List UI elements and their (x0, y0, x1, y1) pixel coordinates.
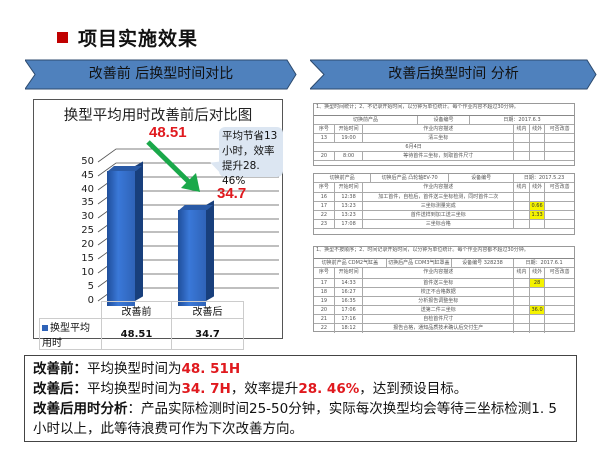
summary-line-before: 改善前：平均换型时间为48. 51H (33, 361, 241, 377)
y-tick: 50 (81, 156, 94, 167)
summary-box: 改善前：平均换型时间为48. 51H 改善后：平均换型时间为34. 7H，效率提… (24, 355, 577, 442)
annotation-callout: 平均节省13 小时，效率 提升28. 46% (219, 127, 283, 187)
changeover-record-table-3: 1、换型不按顺序；2、时间记录开始时间，以分钟为单位统计。每个作业内容都不超过3… (313, 246, 575, 333)
banner-right-label: 改善后换型时间 分析 (388, 66, 519, 82)
chart-title: 换型平均用时改善前后对比图 (63, 108, 253, 124)
legend-label: 换型平均用时 (42, 323, 90, 349)
changeover-record-table-1: 1、换型时间统计；2、不记录开始时间，以分钟为单位统计。每个作业内容不超过30分… (313, 103, 575, 166)
bar-chart: 换型平均用时改善前后对比图 0 5 10 15 20 25 30 35 40 4… (33, 99, 283, 350)
data-label-after: 34.7 (217, 185, 247, 202)
chevron-banner-shape (310, 59, 597, 90)
page-title-row: 项目实施效果 (57, 24, 198, 51)
y-tick: 5 (87, 281, 94, 292)
y-tick: 0 (87, 295, 94, 306)
y-tick: 30 (81, 211, 94, 222)
table-note: 1、换型时间统计；2、不记录开始时间，以分钟为单位统计。每个作业内容不超过30分… (314, 104, 574, 116)
y-tick: 25 (81, 225, 94, 236)
page-title: 项目实施效果 (78, 28, 199, 50)
y-tick: 20 (81, 239, 94, 250)
table-note: 1、换型不按顺序；2、时间记录开始时间，以分钟为单位统计。每个作业内容都不超过3… (314, 247, 574, 259)
highlighted-cell: 36.0 (529, 306, 546, 314)
legend-swatch-icon (42, 325, 48, 331)
square-bullet-icon (57, 32, 68, 43)
y-tick: 35 (81, 197, 94, 208)
chart-data-table: 改善前 改善后 换型平均用时 48.51 34.7 (39, 301, 244, 350)
summary-line-analysis: 改善后用时分析：产品实际检测时间25-50分钟，实际每次换型均会等待三坐标检测1… (33, 401, 557, 437)
table-value: 34.7 (171, 318, 244, 350)
y-tick: 40 (81, 184, 94, 195)
decrease-arrow-icon (146, 140, 200, 192)
y-tick: 45 (81, 170, 94, 181)
banner-right: 改善后换型时间 分析 (310, 59, 597, 90)
summary-line-after: 改善后：平均换型时间为34. 7H，效率提升28. 46%，达到预设目标。 (33, 381, 468, 397)
callout-line: 小时，效率 (222, 145, 275, 157)
banner-left: 改善前 后换型时间对比 (25, 59, 297, 90)
category-label: 改善前 (101, 301, 172, 319)
highlighted-cell: 1.33 (529, 211, 546, 219)
table-value: 48.51 (101, 318, 172, 350)
highlighted-cell: 28 (529, 279, 546, 287)
y-tick: 10 (81, 267, 94, 278)
callout-line: 提升28. 46% (222, 160, 260, 187)
category-label: 改善后 (171, 301, 244, 319)
chevron-banner-shape (25, 59, 297, 90)
changeover-record-table-2: 切换前产品 切换后产品 凸轮轴EV-70 设备编号 日期：2017.5.23 序号 开始… (313, 173, 575, 235)
y-tick: 15 (81, 253, 94, 264)
banner-left-label: 改善前 后换型时间对比 (88, 66, 234, 82)
highlighted-cell: 0.66 (529, 202, 546, 210)
callout-line: 平均节省13 (222, 130, 278, 142)
data-label-before: 48.51 (149, 124, 187, 141)
